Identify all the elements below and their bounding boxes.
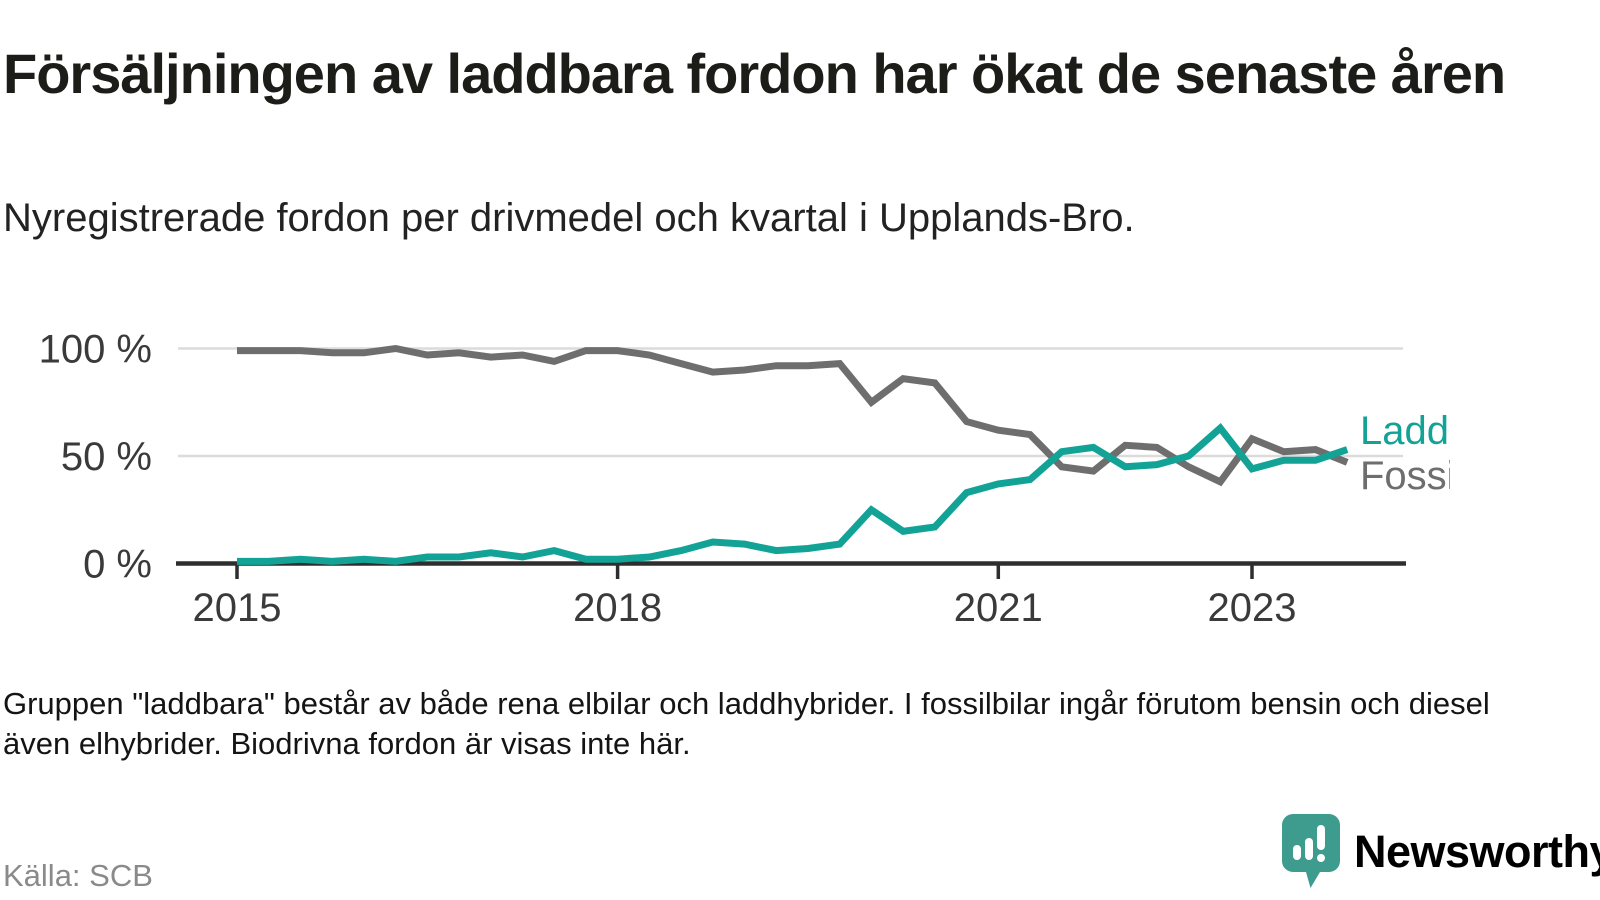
y-tick-label: 0 %: [83, 543, 152, 587]
x-tick-label: 2018: [573, 586, 662, 630]
axis-labels: 2015 2018 2021 2023 0 % 50 % 100 %: [39, 328, 1297, 631]
line-chart: 2015 2018 2021 2023 0 % 50 % 100 % LaddbaraFos…: [39, 328, 1450, 631]
x-tick-label: 2021: [954, 586, 1043, 630]
newsworthy-wordmark: Newsworthy: [1354, 826, 1600, 877]
page-title: Försäljningen av laddbara fordon har öka…: [3, 41, 1506, 105]
legend: LaddbaraFossilbilar: [1360, 409, 1450, 498]
series-line-fossilbilar: [237, 344, 1349, 487]
page-subtitle: Nyregistrerade fordon per drivmedel och …: [3, 196, 1135, 240]
source-label: Källa: SCB: [3, 858, 153, 893]
series-line-laddbara: [237, 423, 1349, 565]
x-axis: [176, 561, 1406, 579]
legend-label-laddbara: Laddbara: [1360, 409, 1450, 453]
x-tick-label: 2023: [1208, 586, 1297, 630]
footnote-text: Gruppen "laddbara" består av både rena e…: [3, 686, 1490, 762]
x-tick-label: 2015: [193, 586, 282, 630]
newsworthy-logo: Newsworthy: [1282, 814, 1600, 890]
y-tick-label: 50 %: [61, 435, 152, 479]
y-tick-label: 100 %: [39, 328, 152, 372]
bar-chart-speech-bubble-icon: [1282, 814, 1340, 888]
legend-label-fossilbilar: Fossilbilar: [1360, 454, 1450, 498]
series-lines: [237, 344, 1349, 565]
